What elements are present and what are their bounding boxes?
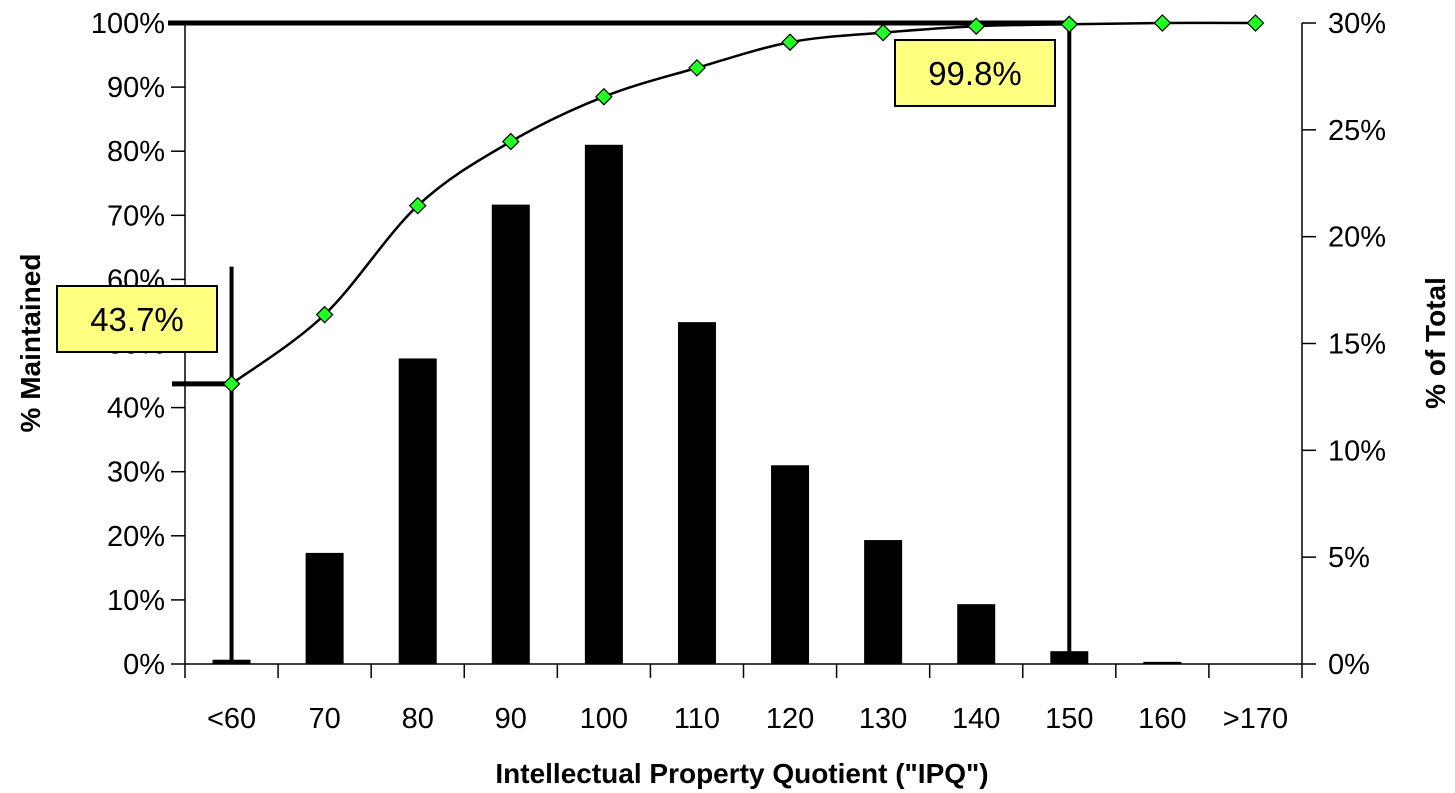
line-point-marker: [503, 134, 519, 150]
x-axis-title: Intellectual Property Quotient ("IPQ"): [495, 758, 988, 789]
bar-series: [213, 145, 1182, 664]
cumulative-line: [232, 23, 1256, 384]
left-y-axis-title: % Maintained: [15, 254, 46, 433]
x-tick-label: >170: [1223, 703, 1288, 735]
right-y-tick-label: 25%: [1328, 115, 1386, 147]
axes: 0%10%20%30%40%50%60%70%80%90%100%0%5%10%…: [91, 8, 1386, 735]
x-tick-label: 90: [495, 703, 527, 735]
line-point-marker: [1154, 15, 1170, 31]
x-tick-label: 100: [580, 703, 628, 735]
bar: [678, 322, 716, 664]
bar: [1050, 651, 1088, 664]
callouts: 43.7% 99.8%: [57, 40, 1055, 352]
left-y-tick-label: 80%: [107, 136, 165, 168]
right-y-tick-label: 0%: [1328, 649, 1370, 681]
left-y-tick-label: 70%: [107, 200, 165, 232]
left-y-tick-label: 10%: [107, 585, 165, 617]
x-tick-label: 160: [1138, 703, 1186, 735]
bar: [771, 465, 809, 664]
x-tick-label: 140: [952, 703, 1000, 735]
bar: [492, 205, 530, 664]
left-y-tick-label: 20%: [107, 521, 165, 553]
left-y-tick-label: 0%: [123, 649, 165, 681]
bar: [399, 358, 437, 664]
line-point-marker: [875, 25, 891, 41]
line-point-marker: [224, 376, 240, 392]
x-tick-label: <60: [207, 703, 256, 735]
x-tick-label: 150: [1045, 703, 1093, 735]
x-tick-label: 130: [859, 703, 907, 735]
bar: [957, 604, 995, 664]
bar: [306, 553, 344, 664]
callout-label: 99.8%: [928, 55, 1022, 92]
line-point-marker: [782, 34, 798, 50]
right-y-tick-label: 30%: [1328, 8, 1386, 40]
bar: [585, 145, 623, 664]
cumulative-line-series: [224, 15, 1264, 392]
left-y-tick-label: 90%: [107, 72, 165, 104]
right-y-axis-title: % of Total: [1420, 277, 1451, 409]
right-y-tick-label: 5%: [1328, 542, 1370, 574]
line-point-marker: [1061, 16, 1077, 32]
line-point-marker: [1247, 15, 1263, 31]
right-y-tick-label: 10%: [1328, 435, 1386, 467]
x-tick-label: 80: [402, 703, 434, 735]
callout-label: 43.7%: [90, 301, 184, 338]
x-tick-label: 120: [766, 703, 814, 735]
bar: [864, 540, 902, 664]
x-tick-label: 110: [674, 703, 720, 735]
line-point-marker: [689, 60, 705, 76]
left-y-tick-label: 30%: [107, 457, 165, 489]
right-y-tick-label: 20%: [1328, 222, 1386, 254]
left-y-tick-label: 40%: [107, 393, 165, 425]
line-point-marker: [596, 89, 612, 105]
left-y-tick-label: 100%: [91, 8, 165, 40]
right-y-tick-label: 15%: [1328, 329, 1386, 361]
x-tick-label: 70: [308, 703, 340, 735]
